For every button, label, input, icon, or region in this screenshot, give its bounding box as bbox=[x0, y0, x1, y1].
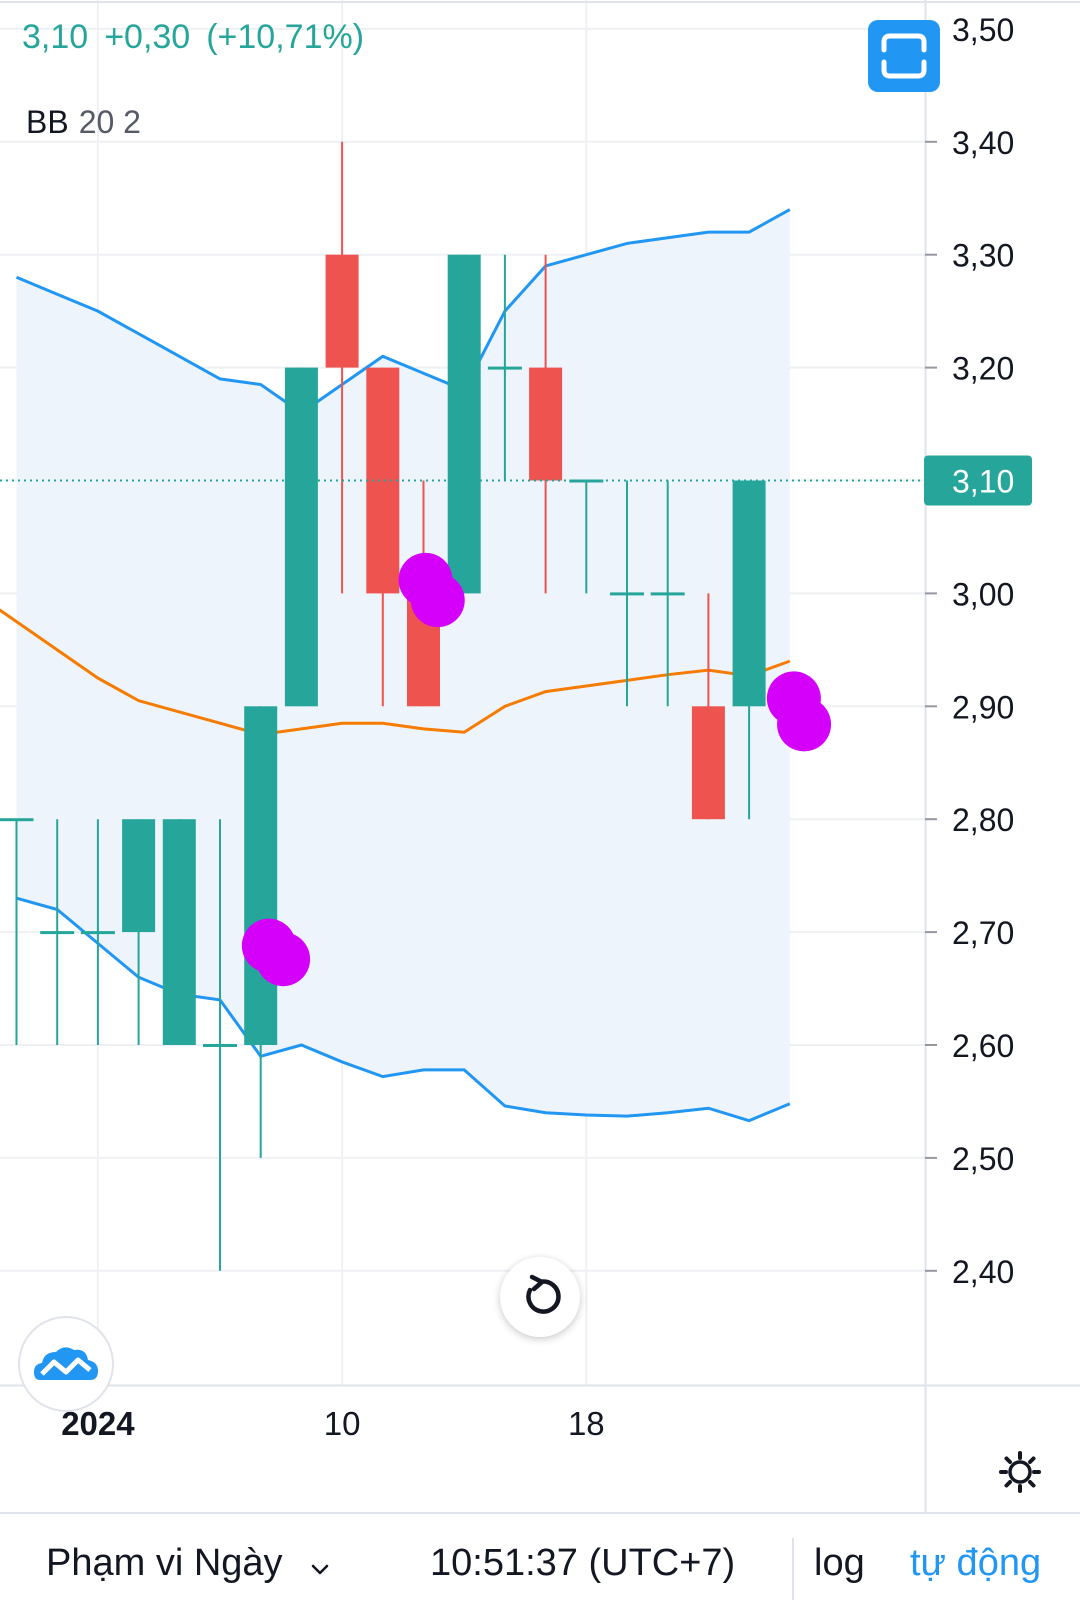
timezone-clock[interactable]: 10:51:37 (UTC+7) bbox=[430, 1542, 736, 1584]
last-price: 3,10 bbox=[22, 18, 89, 56]
candle bbox=[650, 480, 685, 707]
candle-body bbox=[162, 819, 196, 1045]
candle-body bbox=[203, 1044, 237, 1047]
candle-body bbox=[325, 254, 359, 368]
candle bbox=[122, 819, 156, 1045]
candle bbox=[284, 367, 318, 707]
gear-icon bbox=[999, 1451, 1041, 1493]
price-tick-label: 2,60 bbox=[952, 1028, 1014, 1064]
candle bbox=[366, 367, 400, 707]
auto-scale-toggle[interactable]: tự động bbox=[910, 1542, 1042, 1584]
log-scale-toggle[interactable]: log bbox=[814, 1542, 865, 1584]
last-price-badge bbox=[924, 455, 1032, 506]
candle-body bbox=[447, 254, 481, 594]
candle-body bbox=[284, 367, 318, 707]
candle bbox=[80, 819, 115, 1045]
time-tick-label: 18 bbox=[568, 1405, 605, 1442]
signal-marker bbox=[766, 671, 832, 752]
candle-body bbox=[650, 592, 685, 596]
price-tick-label: 3,40 bbox=[952, 125, 1014, 161]
candle bbox=[610, 480, 644, 707]
candle-body bbox=[0, 818, 34, 822]
candlestick-chart[interactable]: 3,10 3,50 3,40 3,30 3,20 3,00 2,90 2,80 2,70 2,6… bbox=[0, 0, 1080, 1512]
marker-dot bbox=[777, 697, 832, 752]
reset-chart-button[interactable] bbox=[500, 1257, 580, 1337]
price-tick-label: 2,90 bbox=[952, 689, 1014, 725]
candle-body bbox=[732, 480, 766, 707]
bb-lower-line bbox=[16, 896, 791, 1123]
candle bbox=[487, 254, 522, 481]
time-tick-label: 10 bbox=[324, 1405, 361, 1442]
price-change-percent: (+10,71%) bbox=[206, 18, 365, 56]
candle bbox=[0, 818, 34, 1045]
signal-marker bbox=[398, 552, 465, 628]
candle-body bbox=[244, 706, 278, 1045]
chevron-down-icon[interactable] bbox=[308, 1558, 332, 1582]
price-tick-label: 2,40 bbox=[952, 1254, 1014, 1290]
candle bbox=[447, 254, 481, 594]
date-range-selector[interactable]: Phạm vi Ngày bbox=[46, 1542, 283, 1584]
fullscreen-button[interactable] bbox=[868, 20, 940, 92]
price-change: +0,30 bbox=[104, 18, 191, 56]
bottom-toolbar: Phạm vi Ngày 10:51:37 (UTC+7) log tự độn… bbox=[0, 1512, 1080, 1620]
candle bbox=[529, 254, 563, 594]
bb-upper-line bbox=[15, 208, 791, 415]
candle bbox=[203, 819, 237, 1271]
markers bbox=[241, 552, 832, 987]
indicator-legend[interactable]: BB 20 2 bbox=[26, 104, 141, 141]
candle bbox=[162, 819, 196, 1045]
marker-dot bbox=[410, 573, 465, 628]
candle bbox=[569, 479, 604, 594]
toolbar-divider bbox=[792, 1538, 794, 1600]
signal-marker bbox=[241, 918, 311, 987]
candle-body bbox=[487, 366, 522, 370]
price-axis[interactable]: 3,50 3,40 3,30 3,20 3,00 2,90 2,80 2,70 2,60 2,50… bbox=[925, 12, 1014, 1290]
bb-basis-line bbox=[0, 608, 791, 737]
candle-body bbox=[569, 479, 604, 483]
bb-fill bbox=[16, 209, 790, 1121]
candle-body bbox=[529, 367, 563, 481]
time-axis[interactable]: 2024 10 18 bbox=[61, 1405, 604, 1442]
tradingview-logo-button[interactable] bbox=[18, 1316, 114, 1412]
candle bbox=[732, 480, 766, 820]
chart-settings-button[interactable] bbox=[996, 1448, 1044, 1496]
candle-body bbox=[366, 367, 400, 594]
last-price-line: 3,10 bbox=[0, 455, 1032, 506]
tradingview-cloud-icon bbox=[34, 1347, 98, 1380]
marker-dot bbox=[256, 932, 311, 987]
candle-body bbox=[610, 592, 644, 596]
candle bbox=[325, 141, 359, 594]
candle-body bbox=[122, 819, 156, 933]
candle-body bbox=[40, 931, 75, 935]
candle-body bbox=[80, 931, 115, 935]
price-tick-label: 3,50 bbox=[952, 12, 1014, 48]
price-tick-label: 3,20 bbox=[952, 351, 1014, 387]
price-tick-label: 3,00 bbox=[952, 576, 1014, 612]
candle bbox=[40, 819, 75, 1045]
price-tick-label: 2,70 bbox=[952, 915, 1014, 951]
price-tick-label: 3,30 bbox=[952, 238, 1014, 274]
candle bbox=[691, 593, 725, 820]
rotate-reset-icon bbox=[526, 1274, 561, 1314]
bollinger-bands bbox=[0, 208, 791, 1123]
fullscreen-icon bbox=[881, 33, 927, 79]
last-price-label: 3,10 bbox=[952, 464, 1014, 500]
price-header: 3,10 +0,30 (+10,71%) bbox=[22, 18, 380, 57]
price-tick-label: 2,50 bbox=[952, 1141, 1014, 1177]
candle-body bbox=[691, 706, 725, 820]
candles bbox=[0, 141, 766, 1271]
indicator-params: 20 2 bbox=[78, 104, 141, 140]
price-tick-label: 2,80 bbox=[952, 802, 1014, 838]
indicator-name: BB bbox=[26, 104, 69, 140]
